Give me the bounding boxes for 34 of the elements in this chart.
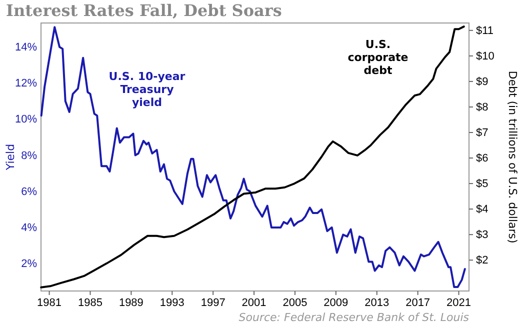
y2-tick-label: $11 — [476, 24, 494, 37]
source-note: Source: Federal Reserve Bank of St. Louis — [238, 311, 470, 324]
x-tick-label: 2001 — [242, 296, 266, 309]
x-tick-label: 2013 — [364, 296, 390, 309]
series-label: U.S. 10-year Treasury yield — [108, 70, 186, 109]
x-tick-label: 2021 — [446, 296, 472, 309]
y-tick-label: 8% — [21, 150, 38, 162]
x-tick-label: 2017 — [406, 296, 430, 309]
y2-tick-label: $2 — [476, 254, 488, 267]
y-tick-label: 2% — [21, 258, 38, 270]
x-tick-label: 2009 — [324, 296, 348, 309]
y-tick-label: 14% — [14, 42, 38, 54]
y2-tick-label: $5 — [476, 178, 488, 190]
x-tick-label: 1993 — [160, 296, 184, 309]
y2-tick-label: $8 — [476, 101, 488, 114]
x-tick-label: 1981 — [37, 296, 62, 309]
y-tick-label: 12% — [14, 78, 38, 90]
y-tick-label: 10% — [14, 114, 38, 126]
y2-tick-label: $6 — [476, 152, 488, 165]
y2-axis-title: Debt (in trillions of U.S. dollars) — [506, 70, 520, 244]
y-axis-title: Yield — [4, 144, 17, 172]
series-label: U.S. corporate debt — [348, 38, 408, 77]
x-tick-label: 1997 — [200, 296, 226, 309]
y2-tick-label: $10 — [476, 50, 494, 62]
y2-tick-label: $9 — [476, 76, 488, 88]
y2-tick-label: $4 — [476, 204, 488, 216]
x-tick-label: 1985 — [78, 296, 102, 309]
y-tick-label: 4% — [21, 222, 38, 234]
x-tick-label: 1989 — [118, 296, 144, 309]
y2-tick-label: $7 — [476, 127, 488, 140]
y2-tick-label: $3 — [476, 229, 488, 242]
x-tick-label: 2005 — [282, 296, 308, 309]
y-tick-label: 6% — [21, 186, 38, 198]
chart-title: Interest Rates Fall, Debt Soars — [6, 1, 282, 20]
